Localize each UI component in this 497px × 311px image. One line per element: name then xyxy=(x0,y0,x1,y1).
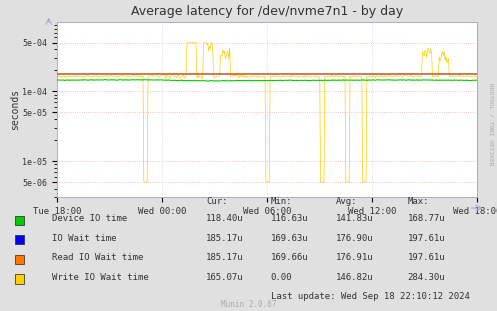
Text: Munin 2.0.67: Munin 2.0.67 xyxy=(221,300,276,309)
Text: 168.77u: 168.77u xyxy=(408,214,445,223)
Text: 118.40u: 118.40u xyxy=(206,214,244,223)
Text: 185.17u: 185.17u xyxy=(206,253,244,262)
Text: Min:: Min: xyxy=(271,197,292,206)
Text: 0.00: 0.00 xyxy=(271,273,292,282)
Text: 141.83u: 141.83u xyxy=(335,214,373,223)
Text: Device IO time: Device IO time xyxy=(52,214,127,223)
Text: IO Wait time: IO Wait time xyxy=(52,234,117,243)
Text: 197.61u: 197.61u xyxy=(408,253,445,262)
Text: 116.63u: 116.63u xyxy=(271,214,309,223)
Text: RRDTOOL / TOBI OETIKER: RRDTOOL / TOBI OETIKER xyxy=(489,83,494,166)
Text: 176.90u: 176.90u xyxy=(335,234,373,243)
Text: Read IO Wait time: Read IO Wait time xyxy=(52,253,144,262)
Title: Average latency for /dev/nvme7n1 - by day: Average latency for /dev/nvme7n1 - by da… xyxy=(131,5,403,18)
Text: Max:: Max: xyxy=(408,197,429,206)
Text: Cur:: Cur: xyxy=(206,197,228,206)
Text: 197.61u: 197.61u xyxy=(408,234,445,243)
Text: 176.91u: 176.91u xyxy=(335,253,373,262)
Text: 185.17u: 185.17u xyxy=(206,234,244,243)
Text: 165.07u: 165.07u xyxy=(206,273,244,282)
Text: 169.66u: 169.66u xyxy=(271,253,309,262)
Text: Write IO Wait time: Write IO Wait time xyxy=(52,273,149,282)
Text: 169.63u: 169.63u xyxy=(271,234,309,243)
Text: 284.30u: 284.30u xyxy=(408,273,445,282)
Text: 146.82u: 146.82u xyxy=(335,273,373,282)
Text: Avg:: Avg: xyxy=(335,197,357,206)
Text: Last update: Wed Sep 18 22:10:12 2024: Last update: Wed Sep 18 22:10:12 2024 xyxy=(271,292,470,301)
Y-axis label: seconds: seconds xyxy=(9,89,20,130)
